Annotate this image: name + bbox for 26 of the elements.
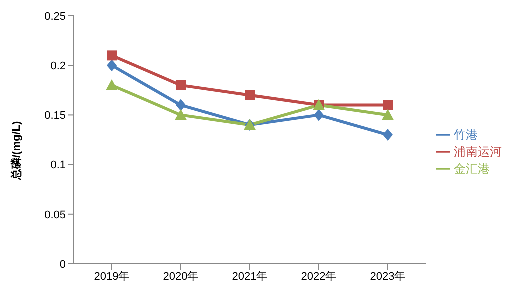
y-tick-label: 0.25 (44, 10, 66, 23)
y-tick-label: 0.05 (44, 209, 66, 222)
point (107, 50, 117, 61)
y-axis-title: 总磷/(mg/L) (10, 121, 23, 181)
x-tick-label: 2020年 (163, 270, 199, 283)
x-tick-label: 2023年 (370, 270, 406, 283)
point (106, 79, 118, 90)
x-tick-label: 2022年 (301, 270, 337, 283)
y-tick-label: 0.2 (50, 60, 66, 73)
point (314, 109, 324, 122)
legend-label: 竹港 (454, 128, 478, 142)
point (245, 90, 255, 100)
point (383, 100, 393, 110)
point (107, 60, 117, 72)
legend-label: 浦南运河 (454, 144, 502, 158)
y-tick-label: 0.1 (50, 160, 66, 172)
point (175, 109, 187, 120)
point (383, 129, 393, 142)
point (176, 99, 186, 112)
x-tick-label: 2019年 (94, 270, 130, 283)
y-tick-label: 0 (60, 258, 66, 271)
y-tick-label: 0.15 (44, 110, 66, 122)
point (176, 80, 186, 90)
legend-label: 金汇港 (454, 162, 490, 176)
x-tick-label: 2021年 (232, 270, 268, 283)
point (382, 109, 394, 120)
